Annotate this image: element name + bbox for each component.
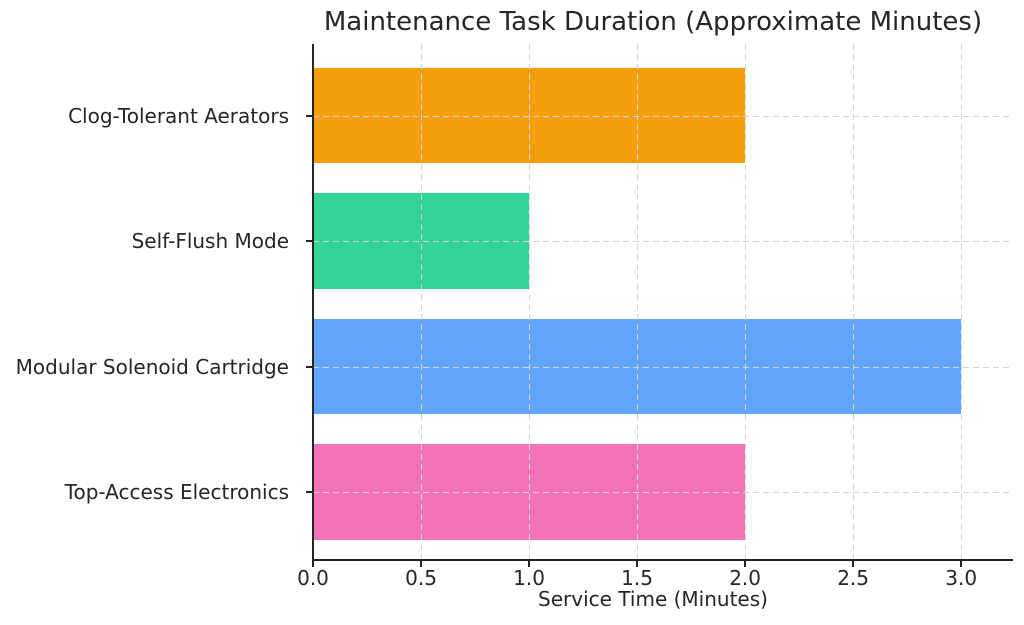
x-tick-mark: [744, 561, 747, 567]
x-tick-label: 1.5: [621, 566, 653, 590]
x-tick-mark: [960, 561, 963, 567]
y-tick-mark: [306, 491, 313, 494]
v-gridline: [421, 44, 423, 560]
x-axis-tick-labels: 0.0 0.5 1.0 1.5 2.0 2.5 3.0: [297, 560, 1013, 600]
y-axis-tick-labels: Clog-Tolerant Aerators Self-Flush Mode Mod…: [0, 44, 301, 560]
v-gridline: [853, 44, 855, 560]
y-tick-label: Modular Solenoid Cartridge: [15, 354, 289, 379]
chart-title: Maintenance Task Duration (Approximate M…: [323, 7, 983, 37]
x-tick-mark: [852, 561, 855, 567]
x-axis-label: Service Time (Minutes): [538, 587, 768, 611]
h-gridline: [313, 366, 1013, 368]
x-tick-mark: [420, 561, 423, 567]
h-gridline: [313, 115, 1013, 117]
v-gridline: [745, 44, 747, 560]
y-tick-label: Clog-Tolerant Aerators: [68, 103, 289, 128]
v-gridline: [637, 44, 639, 560]
v-gridline: [961, 44, 963, 560]
x-tick-label: 2.0: [729, 566, 761, 590]
x-tick-label: 3.0: [945, 566, 978, 590]
x-tick-label: 1.0: [513, 566, 545, 590]
x-tick-label: 2.5: [837, 566, 870, 590]
v-gridline: [529, 44, 531, 560]
y-tick-mark: [306, 114, 313, 117]
x-tick-mark: [636, 561, 639, 567]
x-tick-label: 0.5: [405, 566, 437, 590]
x-tick-mark: [312, 561, 314, 567]
h-gridline: [313, 492, 1013, 494]
plot-area: [306, 44, 1013, 561]
x-tick-mark: [528, 561, 531, 567]
y-tick-label: Top-Access Electronics: [64, 480, 289, 505]
h-gridline: [313, 241, 1013, 243]
y-tick-mark: [306, 240, 313, 243]
y-tick-label: Self-Flush Mode: [131, 229, 289, 254]
x-axis-spine: [312, 559, 1013, 561]
x-tick-label: 0.0: [297, 566, 329, 590]
y-axis-spine: [312, 44, 314, 560]
y-tick-mark: [306, 365, 313, 368]
